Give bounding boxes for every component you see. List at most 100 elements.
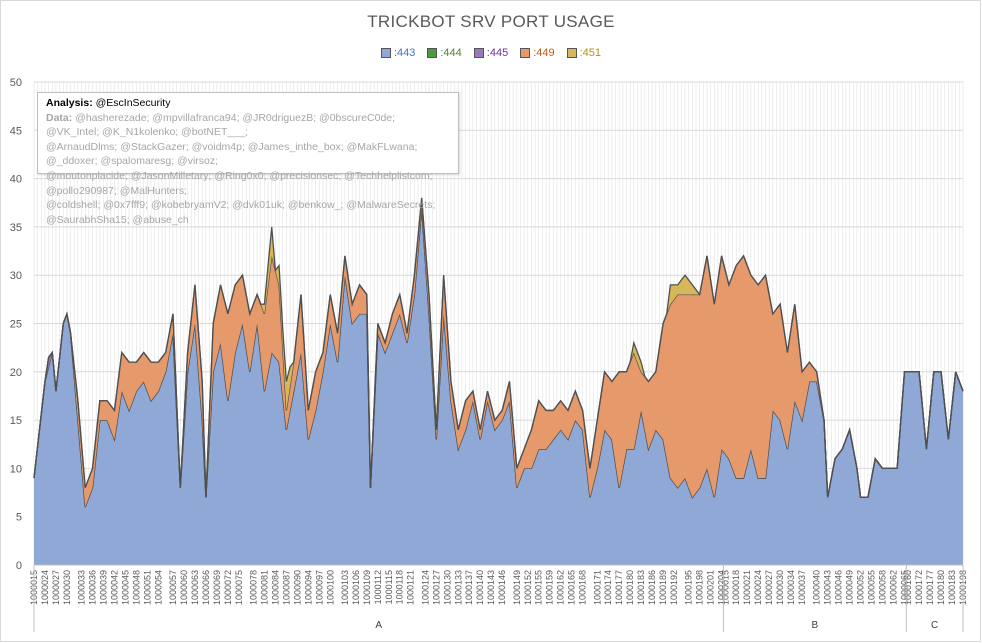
y-tick-label: 30 <box>10 270 22 282</box>
x-tick-label: 1000069 <box>212 570 222 605</box>
x-tick-label: 1000137 <box>464 570 474 605</box>
series-line-port-451 <box>33 197 964 499</box>
x-tick-label: 1000183 <box>636 570 646 605</box>
x-tick-label: 1000065 <box>899 570 909 605</box>
x-tick-label: 1000204 <box>717 570 727 605</box>
x-tick-label: 1000024 <box>40 570 50 605</box>
x-tick-label: 1000049 <box>845 570 855 605</box>
x-tick-label: 1000027 <box>51 570 61 605</box>
x-tick-label: 1000100 <box>325 570 335 605</box>
x-tick-label: 1000066 <box>201 570 211 605</box>
x-tick-label: 1000051 <box>142 570 152 605</box>
x-tick-label: 1000033 <box>77 570 87 605</box>
x-tick-label: 1000094 <box>303 570 313 605</box>
x-tick-label: 1000084 <box>270 570 280 605</box>
x-tick-label: 1000030 <box>775 570 785 605</box>
y-tick-label: 40 <box>10 174 22 186</box>
legend-label: :449 <box>533 47 555 59</box>
x-tick-label: 1000192 <box>669 570 679 605</box>
x-tick-label: 1000057 <box>168 570 178 605</box>
legend-item[interactable]: :449 <box>520 47 555 59</box>
chart-legend[interactable]: :443 :444 :445 :449 :451 <box>0 47 982 59</box>
data-credit-line-4: @coldshell; @0x7fff9; @kobebryamV2; @dvk… <box>46 199 436 226</box>
x-tick-label: 1000043 <box>823 570 833 605</box>
x-tick-label: 1000165 <box>567 570 577 605</box>
x-tick-label: 1000021 <box>742 570 752 605</box>
x-tick-label: 1000118 <box>395 570 405 604</box>
x-tick-label: 1000040 <box>812 570 822 605</box>
legend-item[interactable]: :445 <box>473 47 508 59</box>
x-tick-label: 1000081 <box>259 570 269 605</box>
y-tick-label: 5 <box>16 512 22 524</box>
x-tick-label: 1000097 <box>314 570 324 605</box>
series-areas <box>33 197 964 565</box>
x-tick-label: 1000152 <box>523 570 533 605</box>
x-tick-label: 1000195 <box>684 570 694 605</box>
x-tick-label: 1000162 <box>556 570 566 605</box>
x-tick-label: 1000109 <box>362 570 372 605</box>
x-tick-label: 1000078 <box>248 570 258 605</box>
x-tick-label: 1000174 <box>603 570 613 605</box>
x-tick-label: 1000018 <box>731 570 741 605</box>
x-tick-label: 1000072 <box>223 570 233 605</box>
x-tick-label: 1000015 <box>720 570 730 605</box>
x-tick-label: 1000063 <box>190 570 200 605</box>
x-tick-label: 1000155 <box>534 570 544 605</box>
data-credit-line-3: @moutonplacide; @JasonMilletary; @Ring0x… <box>46 169 433 197</box>
y-tick-label: 35 <box>10 222 22 234</box>
x-tick-label: 1000177 <box>925 570 935 605</box>
x-tick-label: 1000024 <box>753 570 763 605</box>
data-label: Data: <box>46 111 73 124</box>
analysis-author: @EscInSecurity <box>95 97 171 109</box>
x-tick-label: 1000172 <box>914 570 924 605</box>
x-tick-label: 1000189 <box>658 570 668 605</box>
legend-item[interactable]: :444 <box>427 47 462 59</box>
x-tick-label: 1000168 <box>578 570 588 605</box>
x-tick-label: 1000030 <box>62 570 72 605</box>
x-tick-label: 1000186 <box>647 570 657 605</box>
x-tick-label: 1000039 <box>98 570 108 605</box>
x-tick-label: 1000177 <box>614 570 624 605</box>
data-credit-line-2: @ArnaudDlms; @StackGazer; @voidm4p; @Jam… <box>46 140 418 168</box>
group-label-B: B <box>812 620 819 631</box>
data-credit-line-1: Data: @hasherezade; @mpvillafranca94; @J… <box>46 111 450 140</box>
analysis-annotation: Analysis: @EscInSecurity Data: @hasherez… <box>37 92 459 226</box>
x-tick-label: 1000054 <box>153 570 163 605</box>
y-tick-label: 10 <box>10 463 22 475</box>
x-tick-label: 1000124 <box>420 570 430 605</box>
analysis-label: Analysis: <box>46 97 93 109</box>
x-tick-label: 1000159 <box>545 570 555 605</box>
x-tick-label: 1000045 <box>120 570 130 605</box>
legend-swatch <box>520 48 531 58</box>
y-tick-label: 25 <box>10 319 22 331</box>
x-tick-label: 1000037 <box>797 570 807 605</box>
x-tick-label: 1000121 <box>406 570 416 605</box>
analysis-credit: Analysis: @EscInSecurity <box>46 96 450 111</box>
group-label-C: C <box>931 620 938 631</box>
x-tick-label: 1000127 <box>431 570 441 605</box>
legend-label: :451 <box>579 47 602 59</box>
legend-item[interactable]: :443 <box>380 47 415 59</box>
x-tick-label: 1000160 <box>903 570 913 605</box>
x-tick-label: 1000133 <box>453 570 463 605</box>
x-tick-label: 1000075 <box>234 570 244 605</box>
x-tick-label: 1000180 <box>936 570 946 605</box>
x-tick-label: 1000146 <box>497 570 507 605</box>
x-tick-label: 1000036 <box>88 570 98 605</box>
x-tick-label: 1000087 <box>281 570 291 605</box>
legend-swatch <box>473 48 484 58</box>
x-tick-label: 1000058 <box>878 570 888 605</box>
y-tick-label: 0 <box>16 560 22 572</box>
x-tick-label: 1000130 <box>442 570 452 605</box>
y-tick-label: 15 <box>10 415 22 427</box>
x-tick-label: 1000149 <box>512 570 522 605</box>
chart-title: TRICKBOT SRV PORT USAGE <box>367 12 615 31</box>
x-tick-label: 1000143 <box>486 570 496 605</box>
x-tick-label: 1000106 <box>351 570 361 605</box>
legend-swatch <box>566 48 577 58</box>
x-tick-label: 1000048 <box>131 570 141 605</box>
x-tick-label: 1000201 <box>706 570 716 605</box>
legend-item[interactable]: :451 <box>566 47 602 59</box>
x-tick-label: 1000052 <box>856 570 866 605</box>
